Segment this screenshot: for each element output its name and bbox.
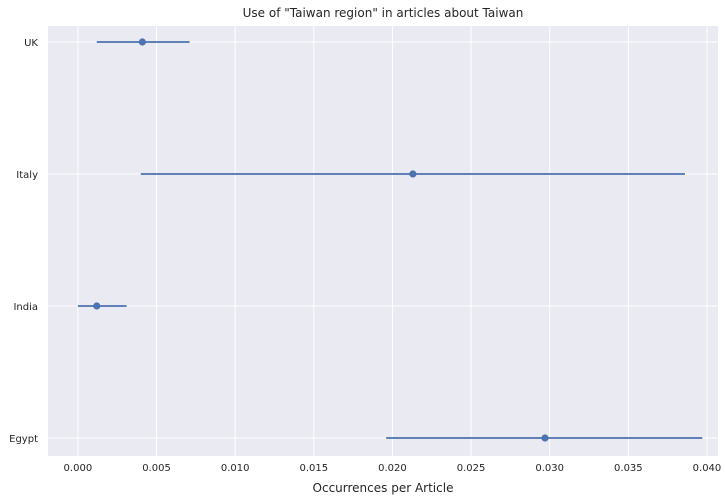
data-point [93, 302, 101, 310]
data-point [409, 170, 417, 178]
y-tick-label: Egypt [9, 434, 38, 445]
x-tick-label: 0.010 [221, 463, 250, 474]
y-tick-label: Italy [16, 170, 38, 181]
data-point [138, 38, 146, 46]
x-tick-label: 0.020 [378, 463, 407, 474]
x-tick-label: 0.000 [64, 463, 93, 474]
y-tick-label: UK [24, 38, 38, 49]
x-tick-label: 0.025 [457, 463, 486, 474]
x-tick-label: 0.015 [299, 463, 328, 474]
data-points [93, 38, 549, 442]
data-point [541, 434, 549, 442]
chart-title: Use of "Taiwan region" in articles about… [243, 6, 524, 20]
y-tick-labels: UK Italy India Egypt [9, 38, 38, 445]
x-tick-labels: 0.000 0.005 0.010 0.015 0.020 0.025 0.030 0.035… [64, 463, 722, 474]
x-tick-label: 0.005 [142, 463, 171, 474]
y-tick-label: India [13, 302, 38, 313]
x-axis-label: Occurrences per Article [313, 481, 454, 495]
x-tick-label: 0.040 [693, 463, 722, 474]
plot-area [48, 26, 718, 456]
x-tick-label: 0.035 [614, 463, 643, 474]
x-tick-label: 0.030 [535, 463, 564, 474]
